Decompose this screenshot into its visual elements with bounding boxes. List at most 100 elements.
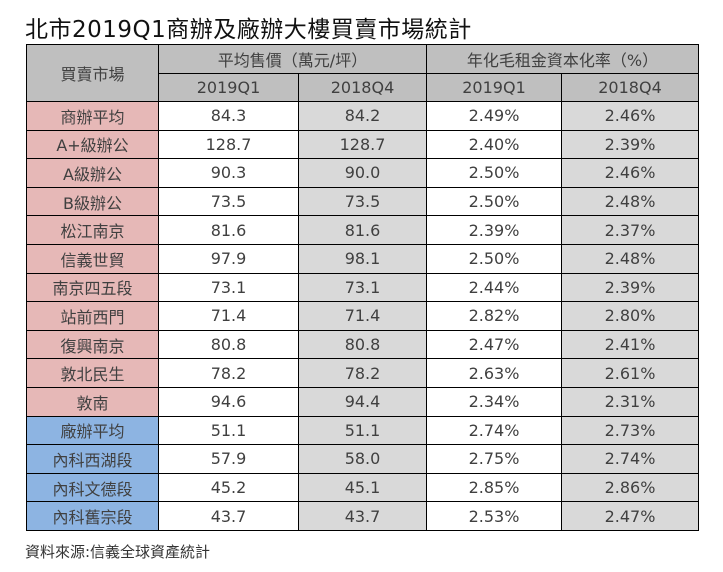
price-2019q1-cell: 128.7	[158, 129, 299, 160]
price-2019q1-cell: 78.2	[158, 358, 299, 388]
price-2019q1-cell: 73.1	[158, 272, 299, 303]
market-name-cell: 內科舊宗段	[26, 501, 159, 531]
yield-group-header: 年化毛租金資本化率（%）	[426, 44, 699, 74]
price-2018q4-cell: 51.1	[298, 415, 427, 446]
market-name-cell: 廠辦平均	[26, 415, 159, 446]
yield-2019q1-cell: 2.44%	[426, 272, 562, 303]
market-name-cell: 敦南	[26, 386, 159, 417]
table-row: 敦南 94.6 94.4 2.34% 2.31%	[26, 386, 699, 417]
yield-2018q4-cell: 2.31%	[561, 386, 699, 417]
price-2019q1-cell: 45.2	[158, 472, 299, 503]
table-row: A+級辦公 128.7 128.7 2.40% 2.39%	[26, 129, 699, 160]
yield-2018q4-cell: 2.61%	[561, 358, 699, 388]
price-2018q4-cell: 78.2	[298, 358, 427, 388]
yield-2019q1-cell: 2.40%	[426, 129, 562, 160]
yield-2018q4-cell: 2.48%	[561, 186, 699, 217]
price-2018q4-cell: 128.7	[298, 129, 427, 160]
yield-2018q4-cell: 2.86%	[561, 472, 699, 503]
yield-2019q1-cell: 2.34%	[426, 386, 562, 417]
market-name-cell: 內科文德段	[26, 472, 159, 503]
yield-2018q4-cell: 2.39%	[561, 129, 699, 160]
yield-2018q4-cell: 2.37%	[561, 215, 699, 245]
yield-2019q1-cell: 2.50%	[426, 186, 562, 217]
price-2019q1-cell: 94.6	[158, 386, 299, 417]
market-name-cell: 復興南京	[26, 329, 159, 360]
source-footnote: 資料來源:信義全球資產統計	[25, 543, 211, 561]
yield-2019q1-cell: 2.50%	[426, 243, 562, 274]
price-group-header: 平均售價（萬元/坪）	[158, 44, 427, 74]
market-name-cell: B級辦公	[26, 186, 159, 217]
price-2019q1-cell: 81.6	[158, 215, 299, 245]
yield-2019q1-cell: 2.53%	[426, 501, 562, 531]
table-row: 復興南京 80.8 80.8 2.47% 2.41%	[26, 329, 699, 360]
yield-2019q1-cell: 2.50%	[426, 158, 562, 188]
price-2018q4-cell: 84.2	[298, 101, 427, 131]
market-name-cell: 商辦平均	[26, 101, 159, 131]
yield-2018q4-cell: 2.47%	[561, 501, 699, 531]
price-2018q4-cell: 45.1	[298, 472, 427, 503]
price-2018q4-cell: 73.1	[298, 272, 427, 303]
yield-2019q1-cell: 2.39%	[426, 215, 562, 245]
market-name-cell: 松江南京	[26, 215, 159, 245]
price-2018q4-cell: 98.1	[298, 243, 427, 274]
price-2018q4-cell: 81.6	[298, 215, 427, 245]
market-column-header: 買賣市場	[26, 44, 159, 102]
market-name-cell: A+級辦公	[26, 129, 159, 160]
market-name-cell: 內科西湖段	[26, 444, 159, 474]
table-body: 商辦平均 84.3 84.2 2.49% 2.46% A+級辦公 128.7 128.7 2.4…	[26, 101, 699, 531]
yield-2019q1-cell: 2.47%	[426, 329, 562, 360]
price-2019q1-header: 2019Q1	[158, 73, 299, 102]
table-row: 內科文德段 45.2 45.1 2.85% 2.86%	[26, 472, 699, 503]
price-2018q4-cell: 43.7	[298, 501, 427, 531]
price-2019q1-cell: 57.9	[158, 444, 299, 474]
table-row: 站前西門 71.4 71.4 2.82% 2.80%	[26, 301, 699, 331]
market-name-cell: 南京四五段	[26, 272, 159, 303]
price-2018q4-cell: 94.4	[298, 386, 427, 417]
price-2018q4-cell: 80.8	[298, 329, 427, 360]
price-2018q4-cell: 73.5	[298, 186, 427, 217]
price-2018q4-cell: 90.0	[298, 158, 427, 188]
price-2019q1-cell: 90.3	[158, 158, 299, 188]
table-row: 內科西湖段 57.9 58.0 2.75% 2.74%	[26, 444, 699, 474]
table-row: 松江南京 81.6 81.6 2.39% 2.37%	[26, 215, 699, 245]
market-stats-table: 買賣市場 平均售價（萬元/坪） 年化毛租金資本化率（%） 2019Q1 2018…	[26, 44, 699, 531]
table-row: 敦北民生 78.2 78.2 2.63% 2.61%	[26, 358, 699, 388]
yield-2018q4-cell: 2.48%	[561, 243, 699, 274]
table-row: A級辦公 90.3 90.0 2.50% 2.46%	[26, 158, 699, 188]
table-row: 內科舊宗段 43.7 43.7 2.53% 2.47%	[26, 501, 699, 531]
price-2018q4-cell: 71.4	[298, 301, 427, 331]
page-title: 北市2019Q1商辦及廠辦大樓買賣市場統計	[25, 17, 472, 43]
yield-2018q4-cell: 2.73%	[561, 415, 699, 446]
price-2018q4-header: 2018Q4	[298, 73, 427, 102]
price-2019q1-cell: 51.1	[158, 415, 299, 446]
price-2019q1-cell: 97.9	[158, 243, 299, 274]
market-name-cell: 信義世貿	[26, 243, 159, 274]
yield-2018q4-cell: 2.74%	[561, 444, 699, 474]
price-2019q1-cell: 84.3	[158, 101, 299, 131]
yield-2018q4-cell: 2.46%	[561, 101, 699, 131]
market-name-cell: 站前西門	[26, 301, 159, 331]
price-2018q4-cell: 58.0	[298, 444, 427, 474]
yield-2018q4-cell: 2.41%	[561, 329, 699, 360]
yield-2018q4-cell: 2.39%	[561, 272, 699, 303]
yield-2019q1-cell: 2.85%	[426, 472, 562, 503]
yield-2019q1-cell: 2.49%	[426, 101, 562, 131]
table-row: B級辦公 73.5 73.5 2.50% 2.48%	[26, 186, 699, 217]
yield-2019q1-header: 2019Q1	[426, 73, 562, 102]
price-2019q1-cell: 80.8	[158, 329, 299, 360]
yield-2019q1-cell: 2.74%	[426, 415, 562, 446]
yield-2018q4-header: 2018Q4	[561, 73, 699, 102]
table-row: 廠辦平均 51.1 51.1 2.74% 2.73%	[26, 415, 699, 446]
price-2019q1-cell: 73.5	[158, 186, 299, 217]
market-name-cell: A級辦公	[26, 158, 159, 188]
yield-2018q4-cell: 2.80%	[561, 301, 699, 331]
yield-2019q1-cell: 2.82%	[426, 301, 562, 331]
table-row: 南京四五段 73.1 73.1 2.44% 2.39%	[26, 272, 699, 303]
table-row: 信義世貿 97.9 98.1 2.50% 2.48%	[26, 243, 699, 274]
price-2019q1-cell: 71.4	[158, 301, 299, 331]
table-row: 商辦平均 84.3 84.2 2.49% 2.46%	[26, 101, 699, 131]
yield-2018q4-cell: 2.46%	[561, 158, 699, 188]
market-name-cell: 敦北民生	[26, 358, 159, 388]
price-2019q1-cell: 43.7	[158, 501, 299, 531]
yield-2019q1-cell: 2.75%	[426, 444, 562, 474]
